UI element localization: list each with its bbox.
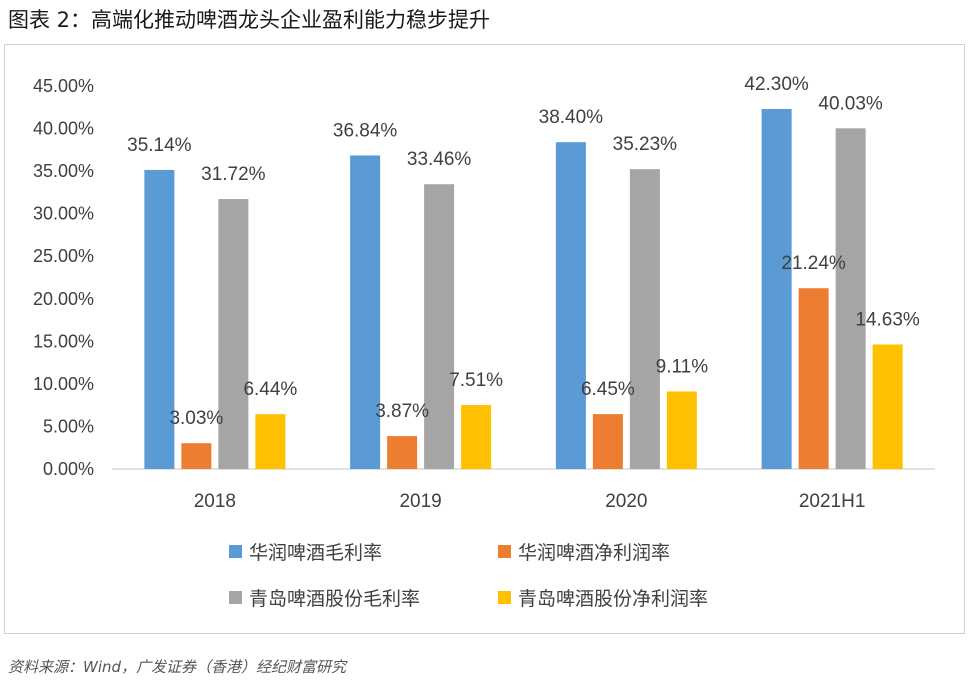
bar	[424, 184, 455, 470]
data-label: 40.03%	[818, 93, 883, 114]
y-tick-label: 40.00%	[33, 119, 94, 139]
y-axis: 0.00% 5.00% 10.00% 15.00% 20.00% 25.00% 30.00%…	[33, 76, 94, 479]
bar	[255, 414, 286, 469]
legend-label: 青岛啤酒股份毛利率	[249, 588, 420, 610]
data-label: 6.44%	[243, 379, 297, 400]
y-tick-label: 15.00%	[33, 331, 94, 351]
bar	[629, 169, 660, 469]
bar	[555, 142, 586, 469]
y-tick-label: 10.00%	[33, 374, 94, 394]
bar	[181, 443, 212, 469]
data-label: 31.72%	[201, 164, 266, 185]
legend-swatch	[498, 545, 511, 558]
data-label: 38.40%	[539, 107, 604, 128]
data-label: 33.46%	[407, 149, 472, 170]
x-tick-label: 2020	[605, 491, 647, 512]
x-tick-label: 2018	[194, 491, 236, 512]
data-label: 14.63%	[855, 309, 920, 330]
x-tick-label: 2019	[399, 491, 441, 512]
bar	[387, 436, 418, 469]
y-tick-label: 5.00%	[43, 416, 94, 436]
data-label: 6.45%	[581, 379, 635, 400]
bar	[835, 128, 866, 469]
bar	[218, 199, 249, 469]
bar	[592, 414, 623, 469]
bar	[144, 169, 175, 469]
y-tick-label: 45.00%	[33, 76, 94, 96]
legend-swatch	[229, 591, 242, 604]
data-label: 3.03%	[169, 408, 223, 429]
figure-title: 图表 2：高端化推动啤酒龙头企业盈利能力稳步提升	[8, 8, 491, 32]
bar	[461, 405, 492, 469]
x-tick-label: 2021H1	[799, 491, 866, 512]
chart-frame	[4, 44, 965, 634]
data-labels-group: 35.14% 3.03% 31.72% 6.44% 36.84% 3.87% 33.46% 7…	[127, 74, 920, 429]
data-label: 42.30%	[744, 74, 809, 95]
data-label: 7.51%	[449, 370, 503, 391]
legend-swatch	[498, 591, 511, 604]
bar	[350, 155, 381, 469]
x-axis-categories: 2018 2019 2020 2021H1	[194, 491, 866, 512]
legend-label: 华润啤酒毛利率	[249, 542, 382, 564]
source-note: 资料来源：Wind，广发证券（香港）经纪财富研究	[8, 658, 347, 676]
y-tick-label: 30.00%	[33, 204, 94, 224]
legend-label: 华润啤酒净利润率	[518, 542, 670, 564]
data-label: 9.11%	[656, 356, 709, 377]
data-label: 36.84%	[333, 120, 398, 141]
bar	[872, 344, 903, 469]
bar	[798, 288, 829, 469]
y-tick-label: 25.00%	[33, 246, 94, 266]
y-tick-label: 20.00%	[33, 289, 94, 309]
legend-label: 青岛啤酒股份净利润率	[518, 588, 708, 610]
y-tick-label: 35.00%	[33, 161, 94, 181]
bar	[666, 391, 697, 469]
bars-group	[144, 108, 903, 470]
data-label: 35.14%	[127, 135, 192, 156]
data-label: 21.24%	[781, 253, 846, 274]
data-label: 3.87%	[375, 401, 429, 422]
data-label: 35.23%	[613, 134, 678, 155]
bar	[761, 108, 792, 469]
legend-swatch	[229, 545, 242, 558]
y-tick-label: 0.00%	[43, 459, 94, 479]
